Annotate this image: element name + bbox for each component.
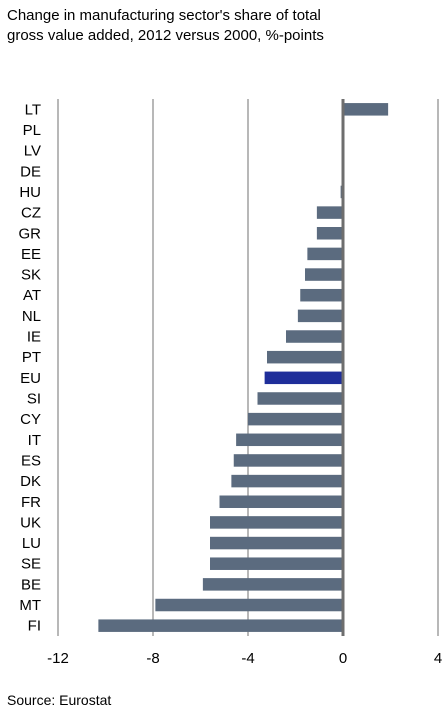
bar — [210, 516, 343, 529]
category-label: UK — [20, 514, 41, 531]
category-label: DE — [20, 163, 41, 180]
category-label: IE — [27, 329, 41, 346]
category-label: NL — [22, 308, 41, 325]
category-label: LV — [24, 143, 41, 160]
category-label: GR — [19, 225, 42, 242]
category-label: SE — [21, 556, 41, 573]
category-label: PT — [22, 349, 41, 366]
bar — [236, 433, 343, 447]
category-label: HU — [19, 184, 41, 201]
bar — [233, 454, 343, 467]
category-label: CY — [20, 411, 41, 428]
bar — [210, 536, 343, 550]
bar — [210, 557, 343, 570]
bar — [343, 103, 389, 116]
category-label: EU — [20, 370, 41, 387]
bar — [286, 330, 343, 343]
source-note: Source: Eurostat — [7, 692, 112, 708]
bar — [300, 288, 343, 302]
bar — [297, 309, 343, 323]
category-label: LU — [22, 535, 41, 552]
category-label: IT — [28, 432, 41, 449]
category-label: FR — [21, 494, 41, 511]
chart-title: Change in manufacturing sector's share o… — [7, 7, 324, 44]
category-label: PL — [23, 122, 41, 139]
bar — [231, 474, 343, 488]
category-label: SK — [21, 267, 41, 284]
bar — [155, 598, 343, 612]
category-label: FI — [28, 618, 41, 635]
category-label: ES — [21, 452, 41, 469]
bar — [267, 350, 343, 364]
category-label: CZ — [21, 205, 41, 222]
bar-chart: LT PL LV DE HU CZ GR EE SK AT NL IE PT EU SI CY IT ES DK FR… — [19, 99, 442, 667]
bar — [202, 578, 343, 591]
category-label: EE — [21, 246, 41, 263]
bar — [305, 268, 343, 281]
category-label: BE — [21, 576, 41, 593]
category-label: MT — [19, 597, 41, 614]
bar — [248, 412, 343, 426]
category-label: SI — [27, 390, 41, 407]
category-label: LT — [25, 101, 41, 118]
x-tick-label: 4 — [434, 650, 442, 667]
x-tick-label: -12 — [47, 650, 69, 667]
category-label: AT — [23, 287, 41, 304]
bar — [98, 619, 343, 632]
x-tick-label: -4 — [241, 650, 254, 667]
bar — [316, 206, 343, 219]
bar — [219, 495, 343, 508]
x-tick-label: 0 — [339, 650, 347, 667]
category-label: DK — [20, 473, 41, 490]
bar — [264, 371, 343, 385]
bar — [316, 227, 343, 240]
x-tick-label: -8 — [146, 650, 159, 667]
bar — [307, 247, 343, 261]
bar — [257, 392, 343, 405]
